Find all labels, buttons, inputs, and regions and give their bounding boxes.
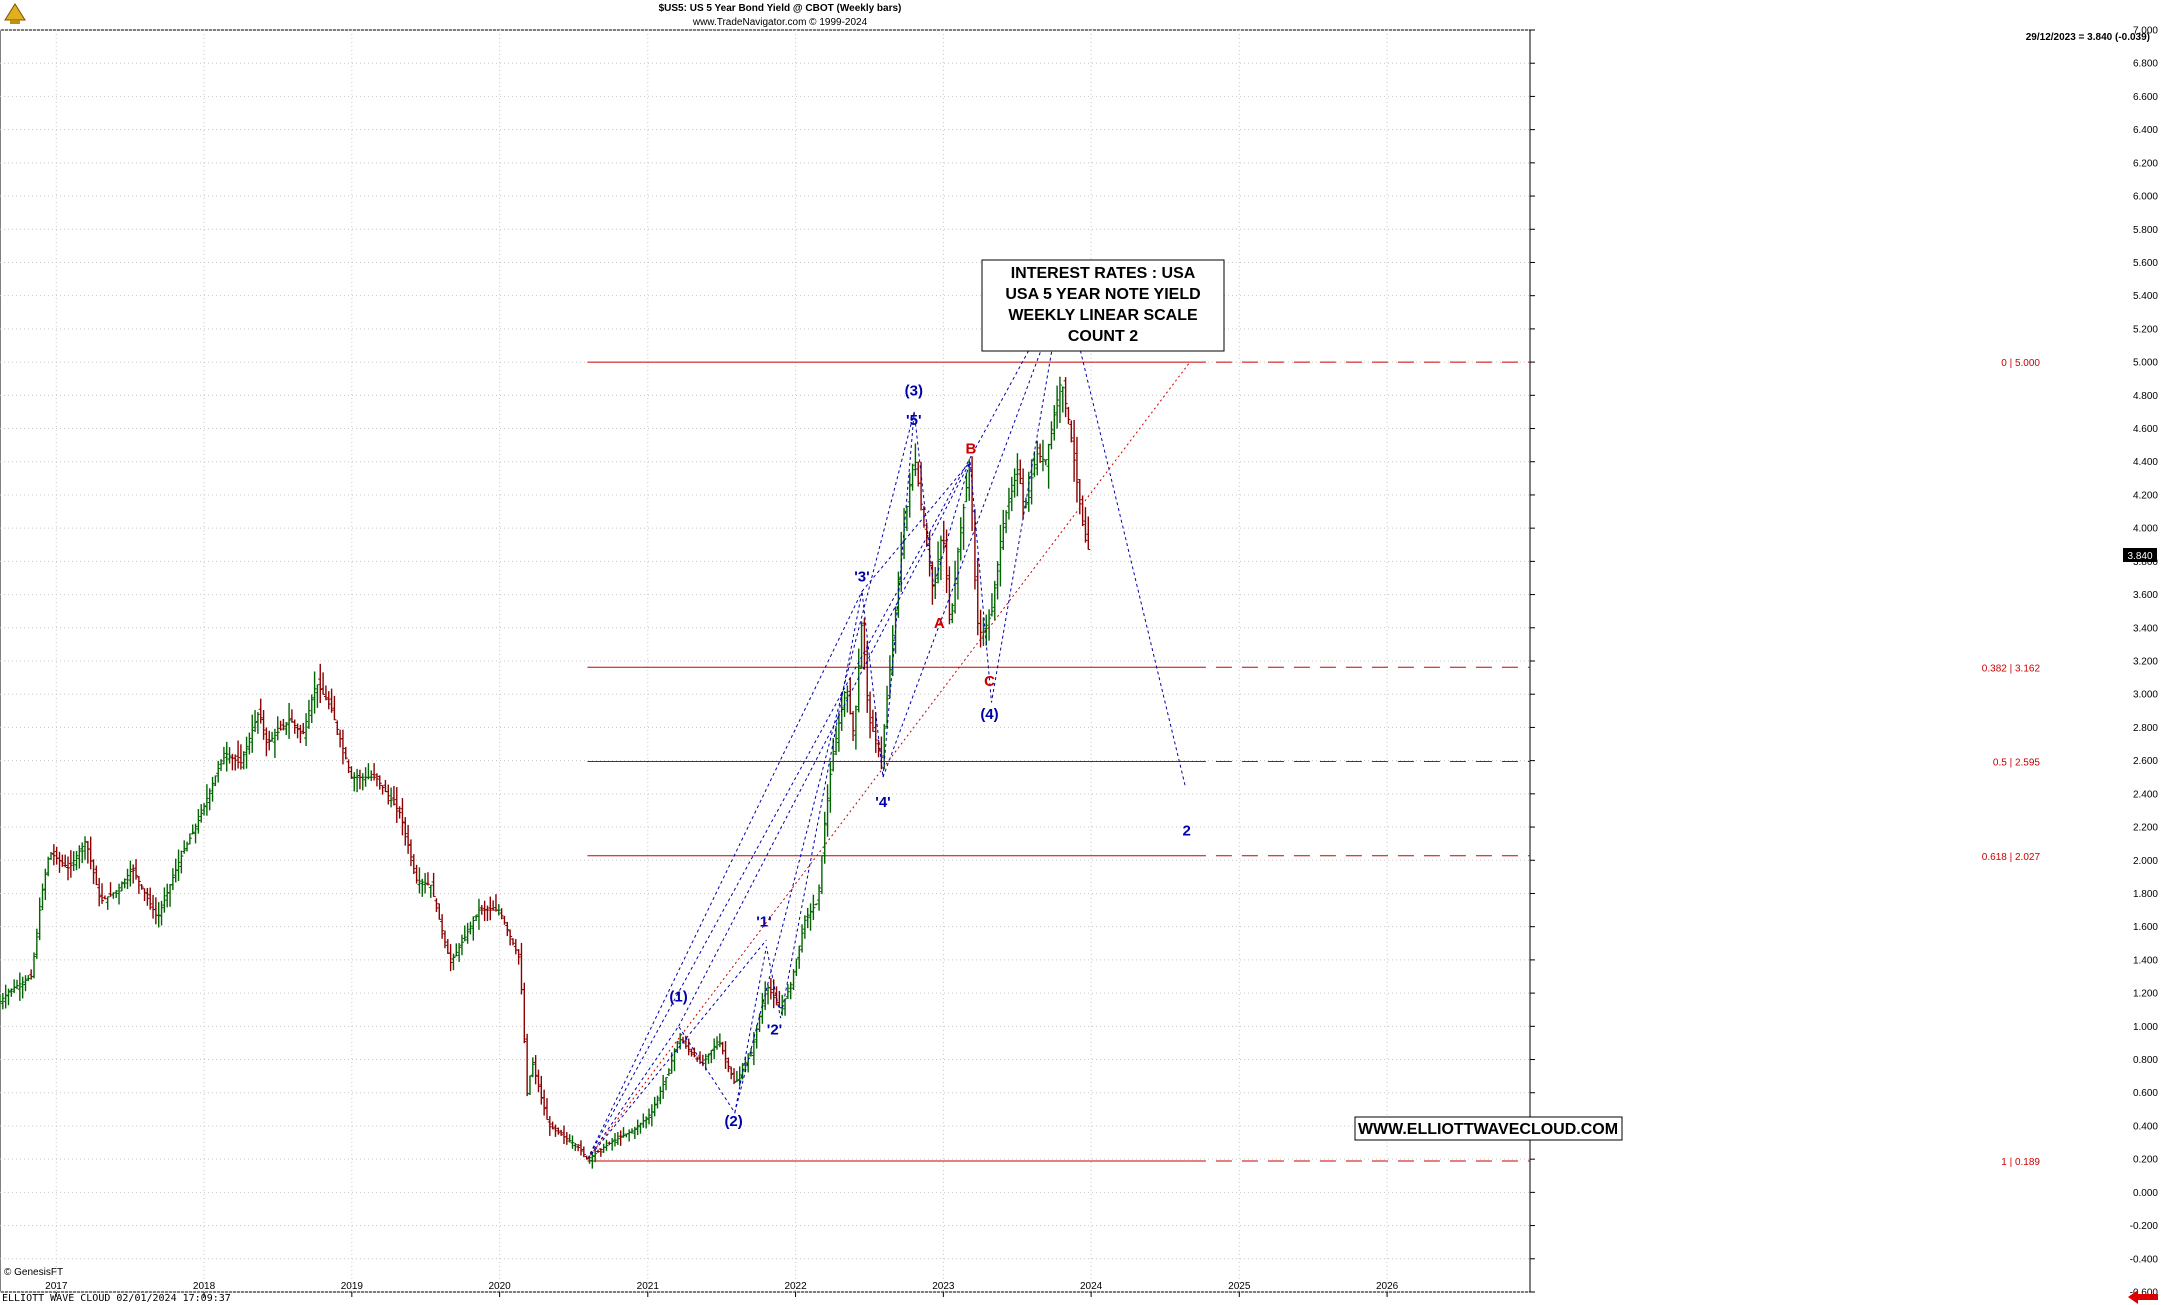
y-tick-label: 1.000 [2133,1022,2158,1033]
y-tick-label: 3.800 [2133,557,2158,568]
y-tick-label: 3.600 [2133,590,2158,601]
last-price-label: 29/12/2023 = 3.840 (-0.039) [2026,32,2150,43]
y-tick-label: -0.600 [2130,1288,2159,1299]
y-tick-label: 0.200 [2133,1155,2158,1166]
y-tick-label: 1.600 [2133,922,2158,933]
y-tick-label: 4.200 [2133,490,2158,501]
y-tick-label: 4.800 [2133,391,2158,402]
y-tick-label: 1.800 [2133,889,2158,900]
wave-label: (2) [724,1113,742,1130]
wave-label: '3' [854,568,869,585]
y-tick-label: 2.600 [2133,756,2158,767]
wave-line [734,411,915,1113]
wave-label: '5' [906,412,921,429]
last-price-tag-text: 3.840 [2127,551,2152,562]
y-tick-label: 4.400 [2133,457,2158,468]
y-tick-label: 3.400 [2133,623,2158,634]
x-tick-label: 2017 [45,1281,68,1292]
y-tick-label: 6.400 [2133,125,2158,136]
x-tick-label: 2023 [932,1281,955,1292]
y-tick-label: 2.400 [2133,789,2158,800]
fib-level-label: 0.382 | 3.162 [1982,663,2041,674]
fib-level-label: 0 | 5.000 [2001,358,2040,369]
watermark-text: WWW.ELLIOTTWAVECLOUD.COM [1358,1121,1618,1138]
wave-label: C [984,673,995,690]
y-tick-label: 2.200 [2133,823,2158,834]
y-tick-label: 6.000 [2133,192,2158,203]
y-tick-label: 1.200 [2133,989,2158,1000]
y-tick-label: 4.000 [2133,524,2158,535]
y-tick-label: 0.800 [2133,1055,2158,1066]
channel-line [587,361,1191,1160]
y-tick-label: 5.400 [2133,291,2158,302]
wave-lines [587,287,1191,1160]
y-tick-label: 5.200 [2133,324,2158,335]
y-tick-label: 6.800 [2133,59,2158,70]
last-price-tag-bg [2123,548,2157,562]
y-tick-label: -0.200 [2130,1221,2159,1232]
wave-line [882,295,1062,778]
x-tick-label: 2024 [1080,1281,1103,1292]
annotation-line-4: COUNT 2 [1068,328,1138,345]
y-tick-label: 4.600 [2133,424,2158,435]
wave-label: '2' [767,1022,782,1039]
wave-label: (3) [905,382,923,399]
annotation-line-2: USA 5 YEAR NOTE YIELD [1005,286,1200,303]
x-tick-label: 2022 [784,1281,807,1292]
wave-label: B [965,440,976,457]
y-tick-label: 6.200 [2133,158,2158,169]
y-tick-label: 3.200 [2133,657,2158,668]
x-axis: 2017 2018 2019 2020 2021 2022 2023 2024 2025 2026 [45,1281,1399,1297]
wave-label: 2 [1182,822,1190,839]
y-tick-label: 6.600 [2133,92,2158,103]
x-tick-label: 2019 [341,1281,364,1292]
fib-level-label: 0.618 | 2.027 [1982,852,2041,863]
chart-subtitle: www.TradeNavigator.com © 1999-2024 [692,17,868,28]
x-tick-label: 2021 [637,1281,660,1292]
y-tick-label: 2.800 [2133,723,2158,734]
wave-label: '4' [875,794,890,811]
fib-level-label: 0.5 | 2.595 [1993,757,2041,768]
x-tick-label: 2018 [193,1281,216,1292]
footer: ELLIOTT WAVE CLOUD 02/01/2024 17:09:37 [2,1293,231,1304]
y-tick-label: 7.000 [2133,26,2158,37]
x-tick-label: 2020 [488,1281,511,1292]
scroll-left-arrow-icon[interactable] [2128,1290,2160,1304]
annotation-line-3: WEEKLY LINEAR SCALE [1008,307,1198,324]
y-tick-label: 0.000 [2133,1188,2158,1199]
copyright-text: © GenesisFT [4,1267,63,1278]
wave-line [587,291,1186,1160]
annotation-frame [981,259,1225,352]
wave-label: (1) [669,988,687,1005]
wave-label: '1' [756,914,771,931]
wave-line [587,939,767,1160]
fib-level-label: 1 | 0.189 [2001,1157,2040,1168]
app-logo-icon [4,3,26,24]
y-tick-label: 1.400 [2133,955,2158,966]
y-tick-label: 5.000 [2133,358,2158,369]
chart-title: $US5: US 5 Year Bond Yield @ CBOT (Weekl… [658,3,902,14]
y-tick-label: 3.000 [2133,690,2158,701]
y-tick-label: 2.000 [2133,856,2158,867]
y-tick-label: 0.600 [2133,1088,2158,1099]
wave-line [861,461,971,592]
watermark-box: WWW.ELLIOTTWAVECLOUD.COM [1354,1116,1623,1141]
y-axis: -0.600 -0.400 -0.200 0.000 0.200 0.400 0.600 0.… [1530,26,2158,1299]
wave-label: A [934,615,945,632]
annotation-line-1: INTEREST RATES : USA [1011,265,1196,282]
last-price-tag: 3.840 [2123,548,2157,562]
annotation-box: INTEREST RATES : USA USA 5 YEAR NOTE YIE… [981,259,1225,352]
y-tick-label: 0.400 [2133,1121,2158,1132]
x-tick-label: 2025 [1228,1281,1251,1292]
y-tick-label: -0.400 [2130,1254,2159,1265]
fibonacci-levels: 0 | 5.000 0.382 | 3.162 0.5 | 2.595 0.618 |… [587,358,2040,1168]
wave-line [678,461,971,1027]
y-tick-label: 5.800 [2133,225,2158,236]
watermark-frame [1354,1116,1623,1141]
y-tick-label: 5.600 [2133,258,2158,269]
x-tick-label: 2026 [1376,1281,1399,1292]
wave-label: (4) [980,706,998,723]
price-bars [0,376,1091,1169]
